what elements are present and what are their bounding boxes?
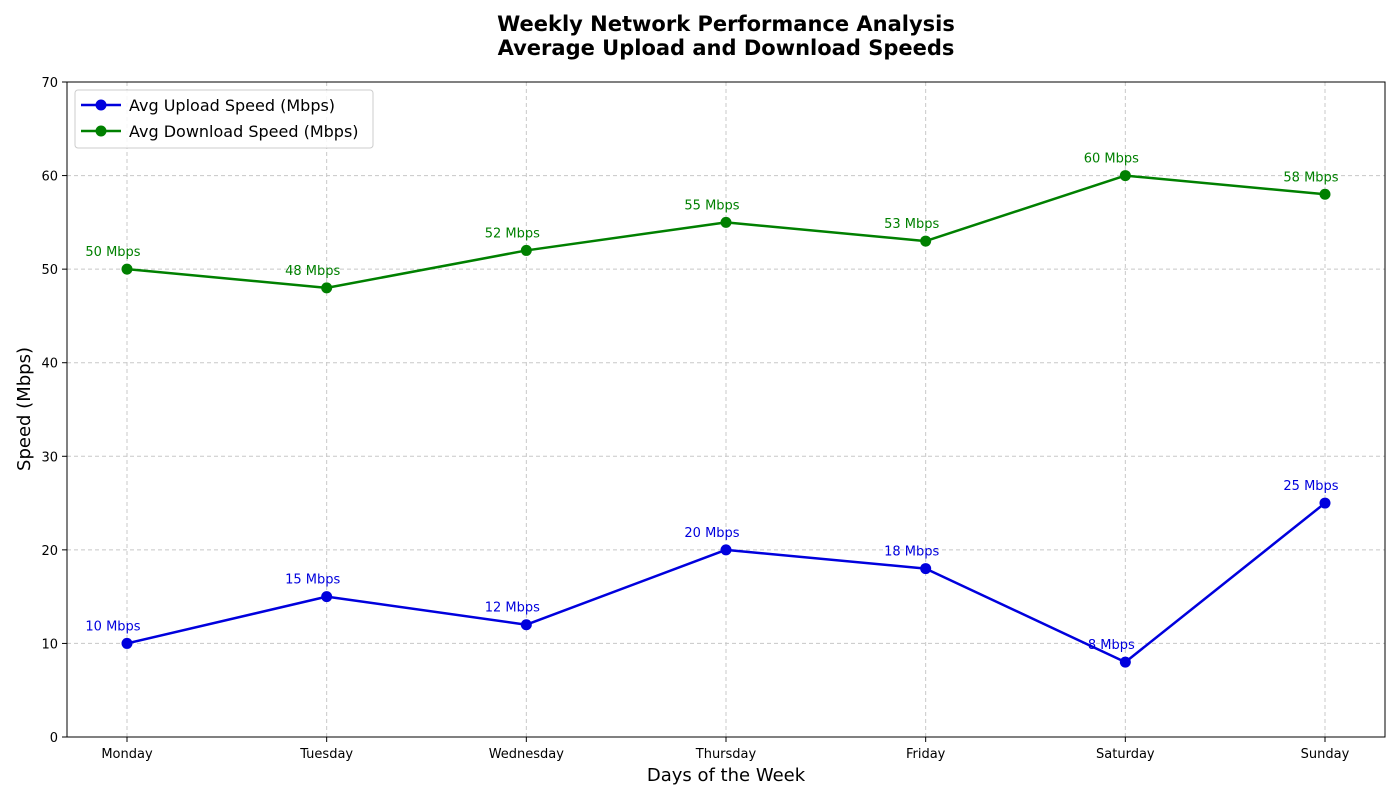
y-tick-label: 30: [41, 450, 58, 465]
y-tick-label: 0: [50, 731, 58, 746]
series-2: 50 Mbps 48 Mbps 52 Mbps 55 Mbps 53 Mbps 60 Mb…: [85, 152, 1339, 294]
legend-label: Avg Upload Speed (Mbps): [129, 96, 335, 115]
data-label: 18 Mbps: [884, 545, 939, 560]
x-tick-label: Tuesday: [299, 747, 353, 762]
x-axis-label: Days of the Week: [647, 765, 806, 786]
axis-ticks: 0 10 20 30 40 50 60 70 Monday Tuesday Wednesday Thu…: [41, 76, 1349, 762]
data-label: 15 Mbps: [285, 573, 340, 588]
data-label: 8 Mbps: [1088, 638, 1135, 653]
data-label: 55 Mbps: [684, 198, 739, 213]
data-label: 20 Mbps: [684, 526, 739, 541]
y-tick-label: 40: [41, 357, 58, 372]
legend: Avg Upload Speed (Mbps) Avg Download Spee…: [74, 89, 374, 149]
series-layer: 10 Mbps 15 Mbps 12 Mbps 20 Mbps 18 Mbps 8 Mbp…: [85, 152, 1339, 668]
data-label: 48 Mbps: [285, 264, 340, 279]
data-point: [720, 216, 732, 228]
x-tick-label: Friday: [906, 747, 946, 762]
data-label: 25 Mbps: [1283, 479, 1338, 494]
data-label: 10 Mbps: [85, 619, 140, 634]
x-tick-label: Thursday: [695, 747, 757, 762]
y-tick-label: 60: [41, 170, 58, 185]
x-tick-label: Wednesday: [489, 747, 565, 762]
data-label: 50 Mbps: [85, 245, 140, 260]
data-label: 58 Mbps: [1283, 170, 1338, 185]
legend-item: Avg Download Speed (Mbps): [81, 122, 359, 141]
series-1: 10 Mbps 15 Mbps 12 Mbps 20 Mbps 18 Mbps 8 Mbp…: [85, 479, 1339, 668]
y-tick-label: 20: [41, 544, 58, 559]
data-point: [520, 619, 532, 631]
chart-title: Weekly Network Performance Analysis: [497, 12, 955, 36]
legend-label: Avg Download Speed (Mbps): [129, 122, 359, 141]
legend-marker: [95, 125, 107, 137]
data-point: [121, 637, 133, 649]
data-point: [321, 282, 333, 294]
data-label: 53 Mbps: [884, 217, 939, 232]
data-point: [1119, 170, 1131, 182]
data-point: [1319, 188, 1331, 200]
data-point: [920, 563, 932, 575]
x-tick-label: Monday: [101, 747, 153, 762]
x-tick-label: Saturday: [1096, 747, 1155, 762]
data-point: [321, 591, 333, 603]
data-point: [1319, 497, 1331, 509]
data-point: [121, 263, 133, 275]
data-point: [520, 244, 532, 256]
data-point: [720, 544, 732, 556]
data-point: [920, 235, 932, 247]
chart-subtitle: Average Upload and Download Speeds: [498, 36, 955, 60]
y-tick-label: 10: [41, 637, 58, 652]
y-axis-label: Speed (Mbps): [14, 347, 35, 471]
data-label: 12 Mbps: [485, 601, 540, 616]
x-tick-label: Sunday: [1301, 747, 1350, 762]
data-label: 52 Mbps: [485, 226, 540, 241]
data-label: 60 Mbps: [1084, 152, 1139, 167]
legend-box: [74, 89, 374, 149]
y-tick-label: 50: [41, 263, 58, 278]
y-tick-label: 70: [41, 76, 58, 91]
data-point: [1119, 656, 1131, 668]
legend-marker: [95, 99, 107, 111]
legend-item: Avg Upload Speed (Mbps): [81, 96, 335, 115]
